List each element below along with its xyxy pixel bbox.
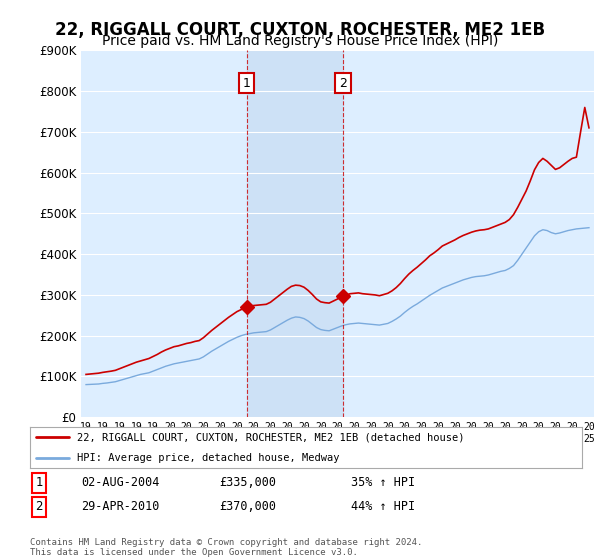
Text: 2: 2	[35, 500, 43, 514]
Bar	[247, 50, 343, 417]
Text: 44% ↑ HPI: 44% ↑ HPI	[351, 500, 415, 514]
Text: 1: 1	[35, 476, 43, 489]
Text: 1: 1	[242, 77, 251, 90]
Text: HPI: Average price, detached house, Medway: HPI: Average price, detached house, Medw…	[77, 452, 340, 463]
Text: Price paid vs. HM Land Registry's House Price Index (HPI): Price paid vs. HM Land Registry's House …	[102, 34, 498, 48]
Text: £335,000: £335,000	[219, 476, 276, 489]
Text: 35% ↑ HPI: 35% ↑ HPI	[351, 476, 415, 489]
Text: 22, RIGGALL COURT, CUXTON, ROCHESTER, ME2 1EB: 22, RIGGALL COURT, CUXTON, ROCHESTER, ME…	[55, 21, 545, 39]
Text: Contains HM Land Registry data © Crown copyright and database right 2024.
This d: Contains HM Land Registry data © Crown c…	[30, 538, 422, 557]
Text: 2: 2	[339, 77, 347, 90]
Text: 22, RIGGALL COURT, CUXTON, ROCHESTER, ME2 1EB (detached house): 22, RIGGALL COURT, CUXTON, ROCHESTER, ME…	[77, 432, 464, 442]
Text: £370,000: £370,000	[219, 500, 276, 514]
Text: 02-AUG-2004: 02-AUG-2004	[81, 476, 160, 489]
Text: 29-APR-2010: 29-APR-2010	[81, 500, 160, 514]
